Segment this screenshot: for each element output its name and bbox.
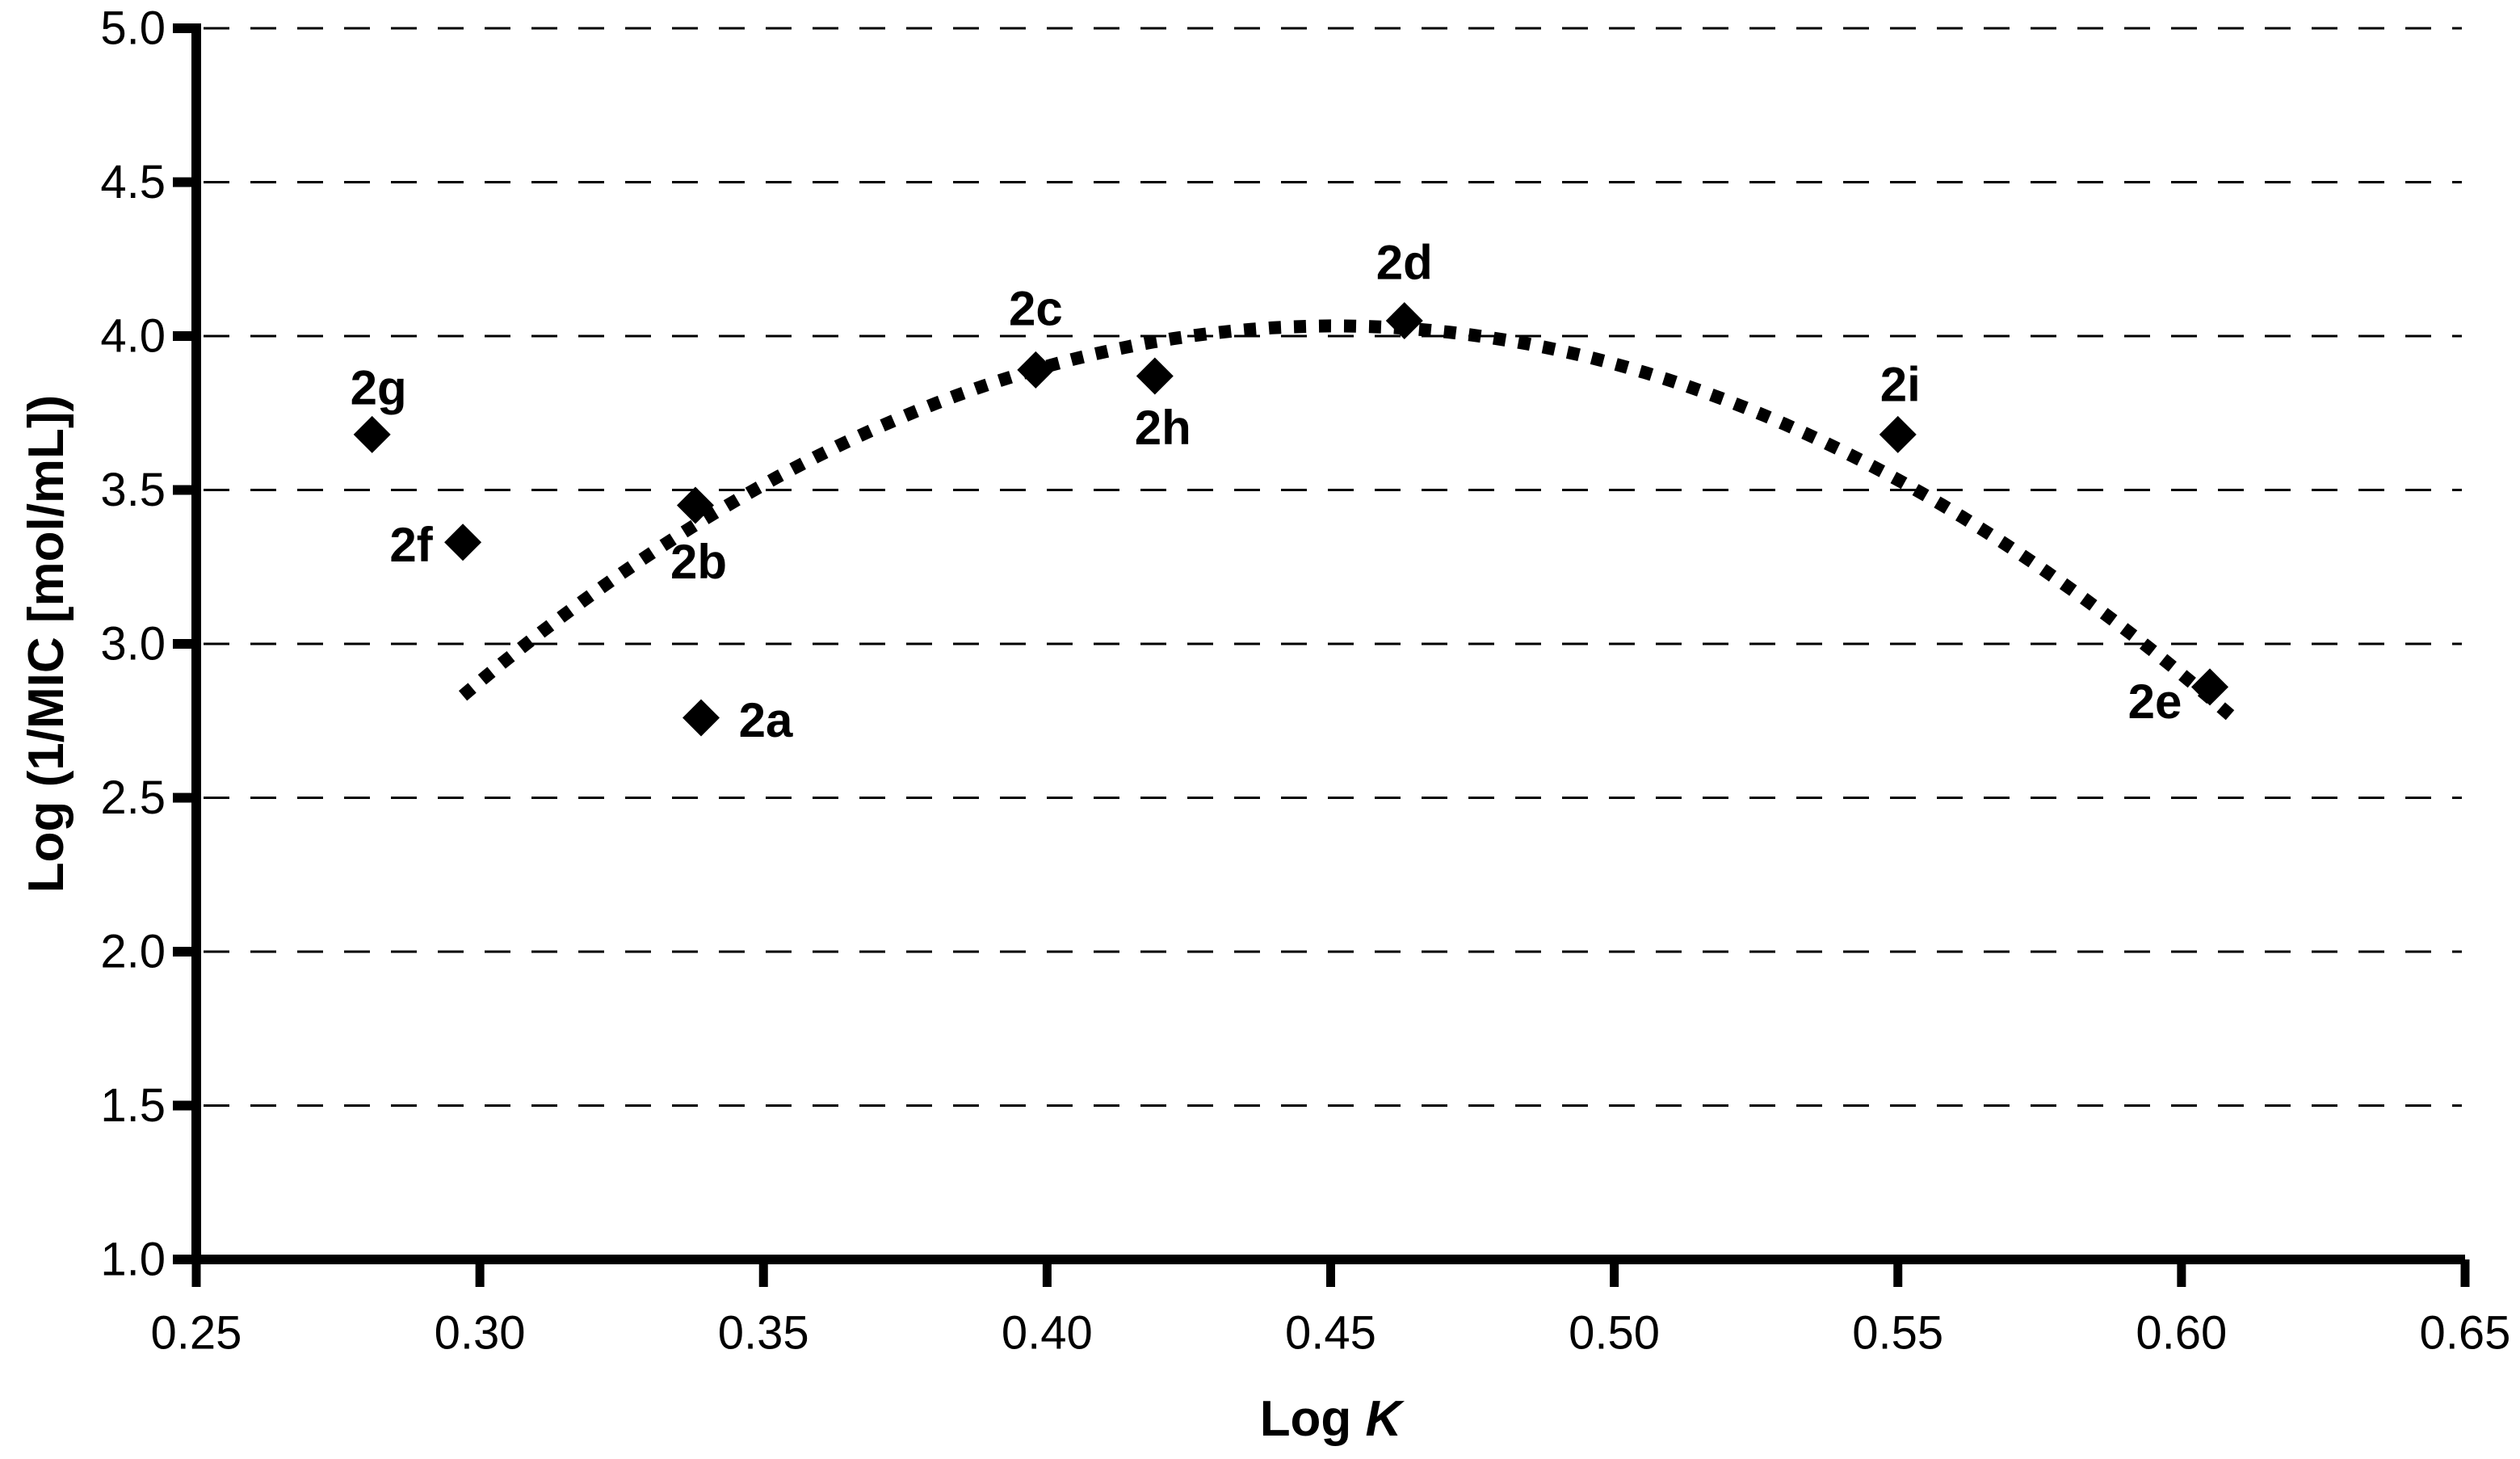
x-tick-label-0.40: 0.40	[1002, 1307, 1093, 1360]
data-point-label-2a: 2a	[739, 693, 793, 747]
y-tick-label-5.0: 5.0	[100, 2, 166, 55]
data-point-marker-2c	[1017, 351, 1055, 389]
y-tick-label-2.5: 2.5	[100, 772, 166, 824]
y-tick-label-2.0: 2.0	[100, 926, 166, 978]
data-point-label-2i: 2i	[1880, 357, 1921, 411]
y-axis-title: Log (1/MIC [mol/mL])	[19, 394, 74, 893]
data-point-label-2e: 2e	[2128, 675, 2182, 729]
data-point-label-2d: 2d	[1376, 235, 1433, 289]
data-point-marker-2h	[1136, 357, 1174, 395]
data-point-marker-2g	[353, 415, 391, 453]
x-tick-label-0.60: 0.60	[2136, 1307, 2227, 1360]
x-tick-label-0.55: 0.55	[1852, 1307, 1943, 1360]
x-tick-label-0.45: 0.45	[1285, 1307, 1376, 1360]
x-tick-label-0.65: 0.65	[2420, 1307, 2511, 1360]
x-axis-title-symbol: K	[1365, 1391, 1402, 1447]
y-tick-label-4.0: 4.0	[100, 310, 166, 363]
x-tick-label-0.35: 0.35	[718, 1307, 809, 1360]
x-tick-label-0.30: 0.30	[435, 1307, 526, 1360]
y-tick-label-3.5: 3.5	[100, 464, 166, 516]
data-point-marker-2e	[2190, 668, 2228, 706]
data-point-marker-2i	[1879, 415, 1917, 453]
x-axis-title-text: Log	[1259, 1391, 1366, 1447]
data-point-label-2f: 2f	[389, 518, 433, 572]
data-point-label-2c: 2c	[1009, 281, 1063, 335]
data-point-marker-2a	[682, 699, 720, 737]
data-point-marker-2d	[1385, 301, 1423, 339]
data-point-label-2h: 2h	[1135, 401, 1191, 455]
data-point-marker-2f	[444, 523, 482, 561]
data-point-marker-2b	[676, 486, 714, 524]
y-tick-label-4.5: 4.5	[100, 156, 166, 208]
y-tick-label-3.0: 3.0	[100, 618, 166, 671]
x-axis-title: Log K	[196, 1394, 2465, 1444]
data-point-label-2b: 2b	[670, 535, 727, 589]
y-tick-label-1.0: 1.0	[100, 1234, 166, 1286]
x-tick-label-0.50: 0.50	[1569, 1307, 1660, 1360]
x-tick-label-0.25: 0.25	[151, 1307, 242, 1360]
y-tick-label-1.5: 1.5	[100, 1079, 166, 1132]
data-point-label-2g: 2g	[351, 360, 407, 414]
trendline-dotted-curve	[458, 319, 2243, 728]
